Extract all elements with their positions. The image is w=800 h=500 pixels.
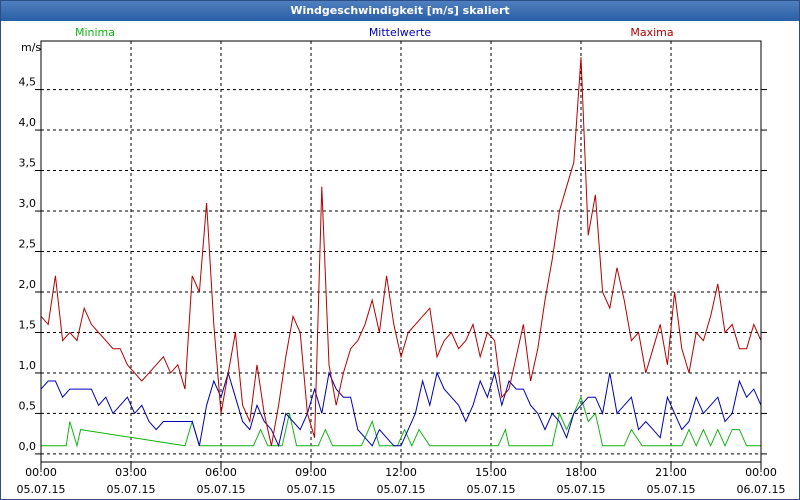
- legend-item-minima: Minima: [75, 26, 115, 39]
- x-tick-label-date: 05.07.15: [377, 483, 426, 496]
- legend: Minima Mittelwerte Maxima: [75, 26, 674, 39]
- chart-area: Minima Mittelwerte Maxima 0,0 0,5 1,0 1,5 2,0 2…: [17, 26, 786, 496]
- y-tick-label: 4,0: [19, 116, 37, 129]
- y-tick-label: 1,5: [19, 318, 37, 331]
- chart-title: Windgeschwindigkeit [m/s] skaliert: [1, 1, 799, 21]
- x-tick-label-date: 05.07.15: [17, 483, 66, 496]
- x-tick-label-time: 09:00: [295, 466, 327, 479]
- series-line-mittelwerte: [40, 370, 762, 448]
- x-tick-label-time: 00:00: [745, 466, 777, 479]
- x-tick-label-date: 05.07.15: [557, 483, 606, 496]
- x-tick-label-date: 05.07.15: [647, 483, 696, 496]
- x-tick-label-time: 12:00: [385, 466, 417, 479]
- legend-item-mittelwerte: Mittelwerte: [369, 26, 432, 39]
- series-line-minima: [41, 395, 761, 448]
- y-tick-label: 0,5: [19, 399, 37, 412]
- y-tick-label: 0,0: [19, 440, 37, 453]
- x-tick-label-date: 06.07.15: [737, 483, 786, 496]
- grid: [41, 41, 761, 462]
- y-tick-label: 2,5: [19, 238, 37, 251]
- y-tick-label: 2,0: [19, 278, 37, 291]
- x-tick-label-time: 06:00: [205, 466, 237, 479]
- x-tick-label-time: 18:00: [565, 466, 597, 479]
- legend-item-maxima: Maxima: [630, 26, 673, 39]
- x-tick-label-date: 05.07.15: [107, 483, 156, 496]
- y-axis-label: m/s: [21, 41, 41, 54]
- x-tick-label-time: 03:00: [115, 466, 147, 479]
- x-tick-label-time: 21:00: [655, 466, 687, 479]
- y-tick-label: 3,5: [19, 157, 37, 170]
- y-tick-label: 4,5: [19, 76, 37, 89]
- series-lines: [40, 57, 762, 448]
- x-tick-label-date: 05.07.15: [467, 483, 516, 496]
- axes: 0,0 0,5 1,0 1,5 2,0 2,5 3,0 3,5 4,0 4,5 m/s 00:00 05…: [17, 40, 786, 496]
- x-tick-label-date: 05.07.15: [197, 483, 246, 496]
- x-tick-label-date: 05.07.15: [287, 483, 336, 496]
- y-tick-label: 3,0: [19, 197, 37, 210]
- x-tick-label-time: 15:00: [475, 466, 507, 479]
- series-line-maxima: [40, 57, 762, 446]
- y-tick-label: 1,0: [19, 359, 37, 372]
- x-tick-label-time: 00:00: [25, 466, 57, 479]
